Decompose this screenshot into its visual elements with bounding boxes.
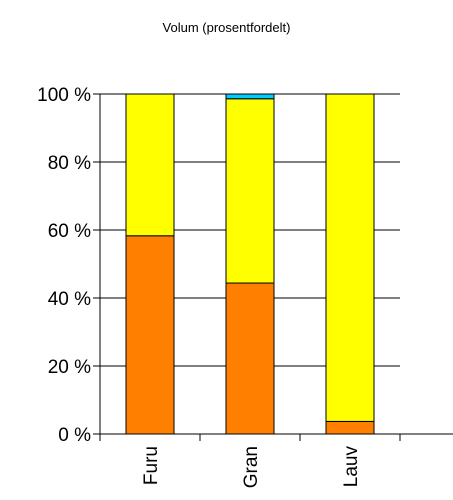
bar-segment-lauv-1 bbox=[325, 93, 375, 422]
bar-segment-furu-0 bbox=[125, 235, 175, 435]
bar-segment-gran-1 bbox=[225, 98, 275, 284]
bar-segment-gran-2 bbox=[225, 93, 275, 100]
chart-title: Volum (prosentfordelt) bbox=[162, 20, 291, 35]
y-tick-label: 100 % bbox=[37, 85, 91, 106]
bar-segment-lauv-0 bbox=[325, 420, 375, 435]
y-tick-label: 40 % bbox=[48, 289, 91, 310]
y-tick-label: 60 % bbox=[48, 221, 91, 242]
x-tick-label-gran: Gran bbox=[241, 446, 262, 488]
bar-segment-furu-1 bbox=[125, 93, 175, 237]
y-tick-labels: 0 % 20 % 40 % 60 % 80 % 100 % bbox=[37, 85, 91, 446]
bars bbox=[125, 93, 375, 435]
x-tick-label-furu: Furu bbox=[141, 446, 162, 485]
x-tick-labels: Furu Gran Lauv bbox=[141, 446, 362, 489]
y-tick-label: 0 % bbox=[58, 425, 91, 446]
y-tick-label: 80 % bbox=[48, 153, 91, 174]
bar-segment-gran-0 bbox=[225, 282, 275, 435]
y-tick-label: 20 % bbox=[48, 357, 91, 378]
axes bbox=[93, 93, 453, 441]
x-tick-label-lauv: Lauv bbox=[341, 446, 362, 488]
